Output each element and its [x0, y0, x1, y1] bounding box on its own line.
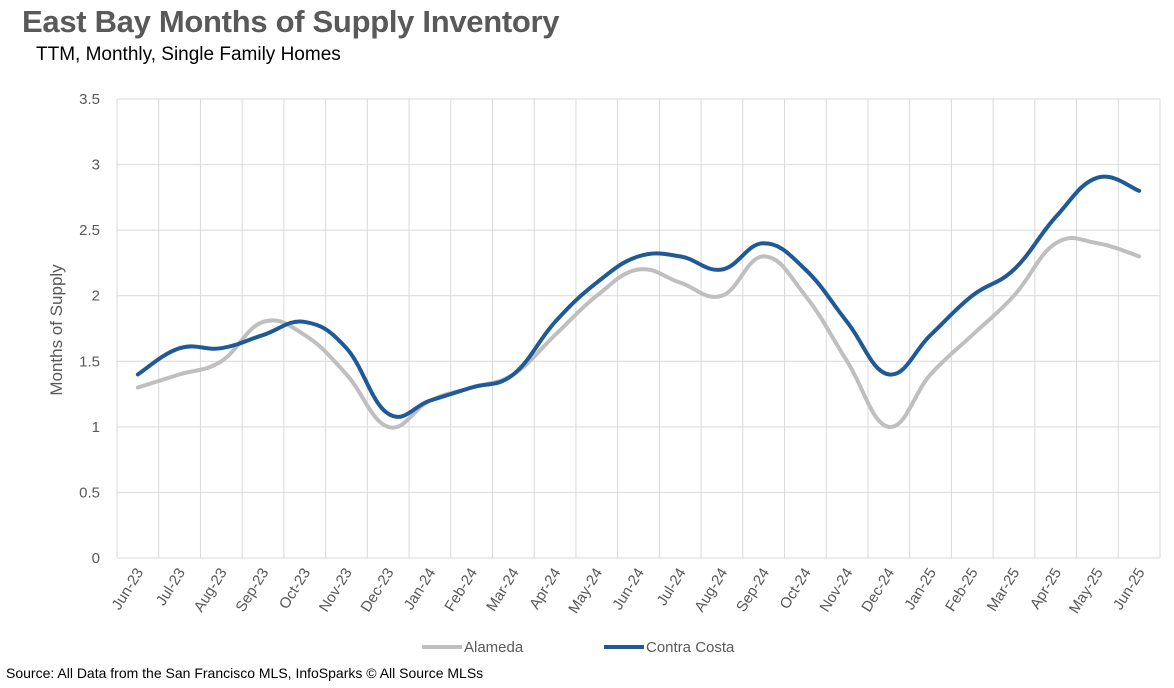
- x-axis-ticks: Jun-23 Jul-23 Aug-23 Sep-23 Oct-23 Nov-23 Dec-…: [109, 565, 1149, 616]
- x-tick-label: May-24: [565, 565, 606, 616]
- x-tick-label: Jun-23: [109, 565, 148, 613]
- x-tick-label: Jun-24: [609, 565, 648, 613]
- x-tick-label: Oct-23: [276, 565, 314, 612]
- gridlines: [116, 98, 1161, 559]
- y-axis-label: Months of Supply: [47, 264, 66, 396]
- y-tick-label: 3.5: [79, 91, 100, 108]
- chart-title: East Bay Months of Supply Inventory: [22, 4, 560, 39]
- y-tick-label: 0: [92, 550, 100, 567]
- legend: Alameda Contra Costa: [422, 639, 735, 656]
- legend-label-alameda: Alameda: [464, 639, 524, 656]
- x-tick-label: Dec-24: [858, 565, 898, 615]
- x-tick-label: Sep-23: [232, 565, 272, 615]
- x-tick-label: Oct-24: [777, 565, 815, 612]
- series-line-alameda: [135, 235, 1142, 430]
- x-tick-label: Mar-24: [483, 565, 523, 614]
- x-tick-label: Apr-25: [1027, 565, 1065, 612]
- y-tick-label: 3: [92, 157, 100, 174]
- y-tick-label: 2: [92, 288, 100, 305]
- source-note: Source: All Data from the San Francisco …: [6, 665, 484, 681]
- x-tick-label: Aug-24: [691, 565, 731, 615]
- legend-label-contra-costa: Contra Costa: [646, 639, 735, 656]
- y-tick-label: 1.5: [79, 353, 100, 370]
- x-tick-label: Sep-24: [733, 565, 773, 615]
- x-tick-label: Nov-23: [316, 565, 356, 615]
- chart-subtitle: TTM, Monthly, Single Family Homes: [36, 44, 341, 65]
- x-tick-label: Apr-24: [526, 565, 564, 612]
- x-tick-label: Feb-24: [441, 565, 481, 614]
- x-tick-label: Jul-23: [153, 565, 189, 609]
- y-tick-label: 1: [92, 419, 100, 436]
- y-tick-label: 2.5: [79, 222, 100, 239]
- x-tick-label: Jan-24: [401, 565, 440, 613]
- y-axis-ticks: 0 0.5 1 1.5 2 2.5 3 3.5: [79, 91, 100, 567]
- x-tick-label: May-25: [1066, 565, 1107, 616]
- x-tick-label: Jul-24: [654, 565, 690, 609]
- y-tick-label: 0.5: [79, 484, 100, 501]
- x-tick-label: Feb-25: [942, 565, 982, 614]
- x-tick-label: Dec-23: [358, 565, 398, 615]
- x-tick-label: Mar-25: [984, 565, 1024, 614]
- x-tick-label: Nov-24: [816, 565, 856, 615]
- x-tick-label: Jun-25: [1110, 565, 1149, 613]
- x-tick-label: Jan-25: [901, 565, 940, 613]
- x-tick-label: Aug-23: [191, 565, 231, 615]
- series-lines: [135, 174, 1142, 430]
- series-line-contra-costa: [135, 174, 1142, 419]
